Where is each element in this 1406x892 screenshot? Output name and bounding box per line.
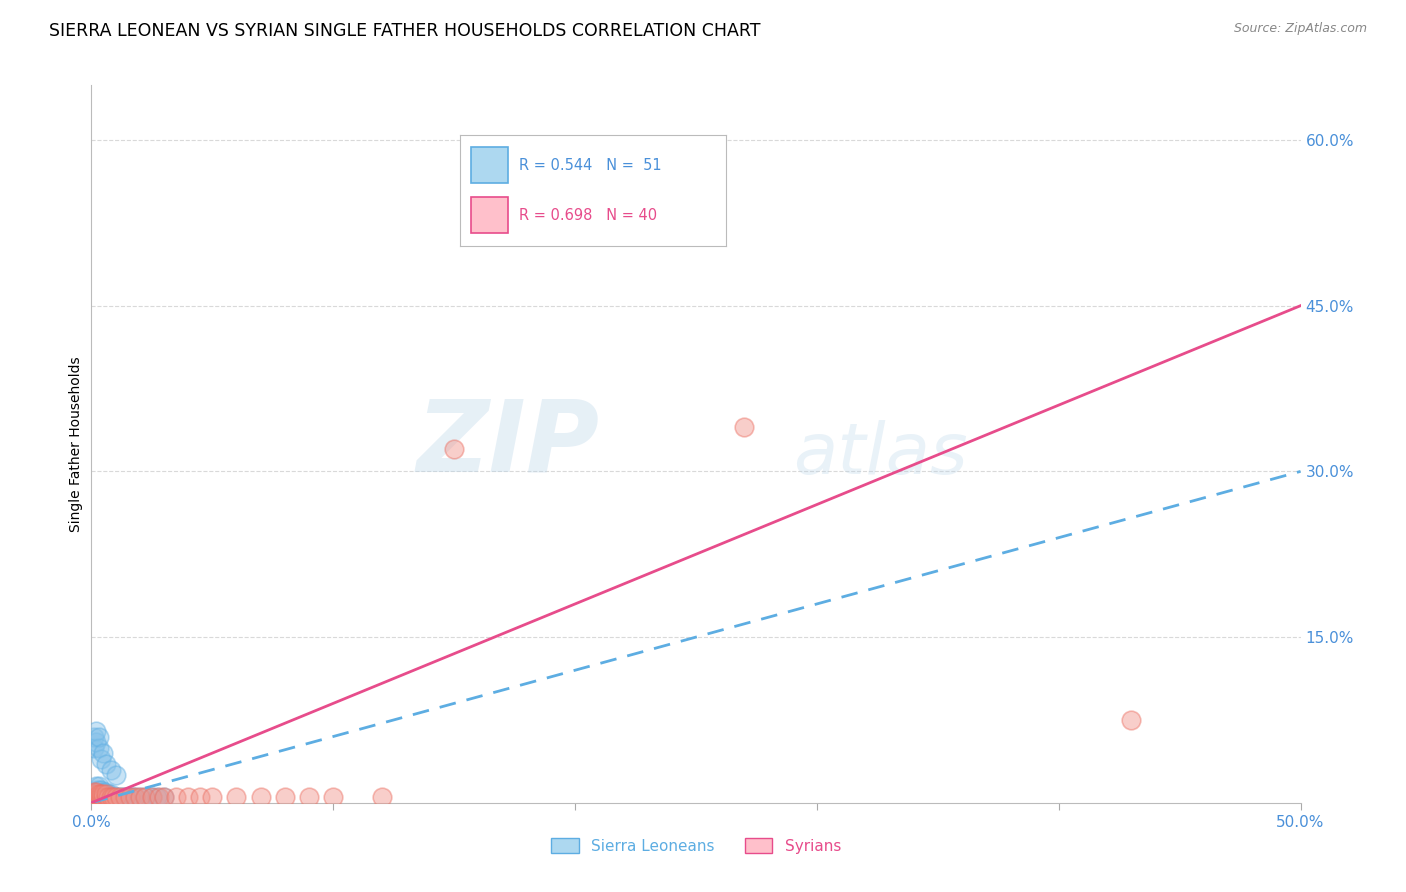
Point (93, 785, 115, 799)
Point (104, 790, 127, 805)
Point (83, 787, 105, 801)
Point (153, 790, 176, 805)
Point (733, 420, 755, 434)
Point (141, 790, 163, 805)
Point (101, 790, 124, 805)
Point (84, 787, 107, 801)
Point (249, 790, 271, 805)
Point (83, 787, 105, 801)
Point (83, 790, 105, 805)
Point (370, 790, 392, 805)
Point (110, 790, 132, 805)
Y-axis label: Single Father Households: Single Father Households (69, 356, 83, 532)
Point (94, 790, 117, 805)
Point (120, 790, 142, 805)
Point (87, 740, 110, 755)
Point (274, 790, 297, 805)
Point (1121, 713, 1143, 727)
Point (84, 790, 107, 805)
Point (145, 790, 167, 805)
Point (84, 790, 107, 805)
Point (94, 757, 117, 772)
Point (90, 782, 112, 797)
Legend: Sierra Leoneans, Syrians: Sierra Leoneans, Syrians (546, 832, 846, 860)
Point (97, 790, 120, 805)
Point (121, 790, 143, 805)
Point (128, 790, 150, 805)
Point (97, 790, 120, 805)
Point (87, 790, 110, 805)
Point (93, 787, 115, 801)
Point (87, 779, 110, 793)
Point (107, 790, 129, 805)
Point (141, 790, 163, 805)
Point (94, 787, 117, 801)
Point (84, 785, 107, 799)
Point (84, 779, 107, 793)
Point (114, 790, 136, 805)
Point (322, 790, 344, 805)
Point (201, 790, 224, 805)
Point (90, 787, 112, 801)
Text: atlas: atlas (793, 420, 967, 489)
Point (128, 790, 150, 805)
Point (84, 785, 107, 799)
Point (153, 790, 176, 805)
Point (90, 790, 112, 805)
Point (120, 790, 142, 805)
Point (93, 790, 115, 805)
Point (84, 735, 107, 749)
Point (100, 763, 122, 777)
Point (134, 790, 156, 805)
Point (117, 790, 139, 805)
Point (84, 787, 107, 801)
Point (87, 782, 110, 797)
Point (124, 790, 146, 805)
Point (93, 787, 115, 801)
Point (97, 787, 120, 801)
Point (84, 724, 107, 739)
Text: ZIP: ZIP (416, 395, 599, 492)
Point (87, 787, 110, 801)
Point (100, 790, 122, 805)
Point (93, 790, 115, 805)
Point (104, 768, 127, 782)
Point (83, 790, 105, 805)
Point (134, 790, 156, 805)
Point (83, 730, 105, 744)
Point (93, 746, 115, 760)
Point (87, 787, 110, 801)
Point (110, 790, 132, 805)
Point (83, 740, 105, 755)
Point (101, 790, 124, 805)
Point (94, 787, 117, 801)
Point (84, 782, 107, 797)
Text: SIERRA LEONEAN VS SYRIAN SINGLE FATHER HOUSEHOLDS CORRELATION CHART: SIERRA LEONEAN VS SYRIAN SINGLE FATHER H… (49, 22, 761, 40)
Point (94, 785, 117, 799)
Point (90, 790, 112, 805)
Point (100, 790, 122, 805)
Point (124, 790, 146, 805)
Point (298, 790, 321, 805)
Point (100, 787, 122, 801)
Point (90, 787, 112, 801)
Point (165, 790, 187, 805)
Point (87, 790, 110, 805)
Point (188, 790, 211, 805)
Point (114, 790, 136, 805)
Point (104, 790, 127, 805)
Point (94, 790, 117, 805)
Point (443, 442, 465, 457)
Point (83, 785, 105, 799)
Point (111, 790, 134, 805)
Point (177, 790, 200, 805)
Text: Source: ZipAtlas.com: Source: ZipAtlas.com (1233, 22, 1367, 36)
Point (225, 790, 247, 805)
Point (87, 730, 110, 744)
Point (83, 785, 105, 799)
Point (90, 751, 112, 765)
Point (148, 790, 170, 805)
